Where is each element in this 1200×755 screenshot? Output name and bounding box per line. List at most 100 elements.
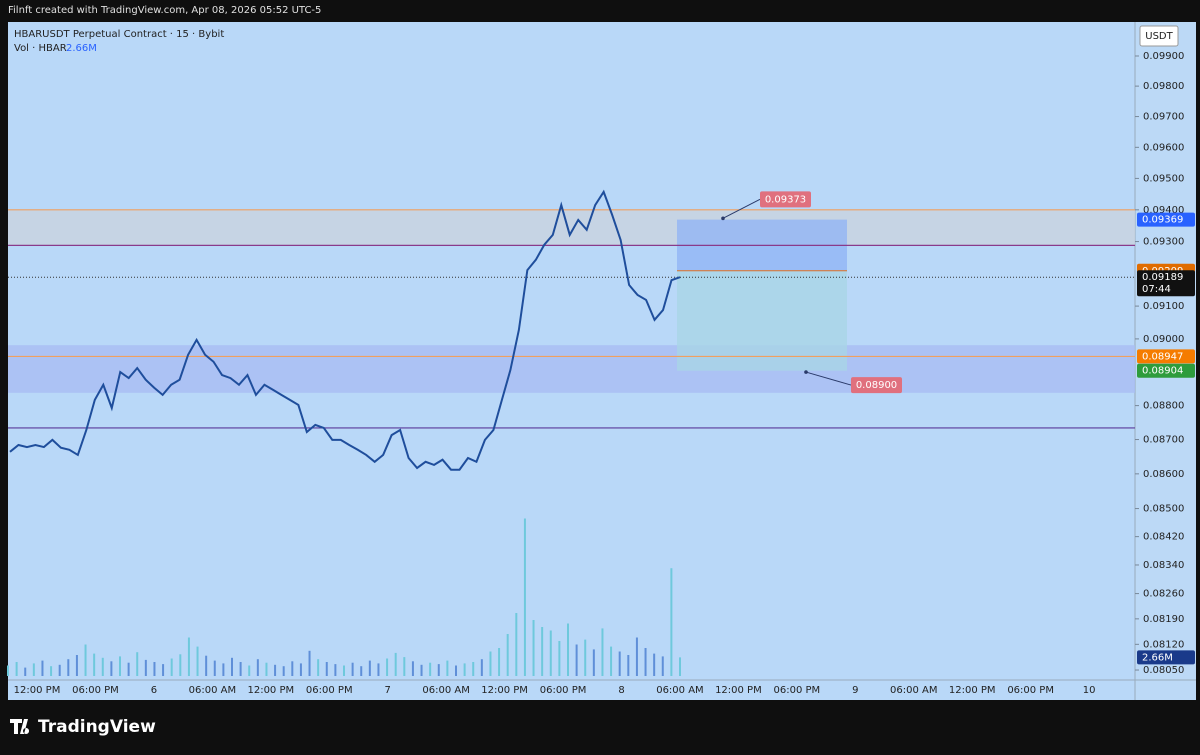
credit: Filnft created with TradingView.com, Apr… xyxy=(8,5,321,16)
volume-bar xyxy=(635,637,638,676)
volume-bar xyxy=(334,664,337,676)
y-tick-label: 0.09900 xyxy=(1143,51,1184,62)
price-tag-label: 0.09189 xyxy=(1142,272,1183,283)
volume-bar xyxy=(41,660,44,676)
volume-bar xyxy=(506,634,509,676)
price-tag xyxy=(1137,270,1195,297)
volume-bar xyxy=(420,664,423,676)
volume-bar xyxy=(256,659,259,676)
volume-bar xyxy=(325,662,328,676)
callout-box xyxy=(760,191,811,208)
y-tick-label: 0.09000 xyxy=(1143,334,1184,345)
volume-bar xyxy=(386,658,389,676)
y-tick-label: 0.09700 xyxy=(1143,112,1184,123)
x-tick-label: 12:00 PM xyxy=(949,685,996,696)
volume-bar xyxy=(351,662,354,676)
callout-label: 0.09373 xyxy=(765,194,806,205)
volume-bar xyxy=(93,653,96,676)
y-tick-label: 0.09100 xyxy=(1143,301,1184,312)
volume-bar xyxy=(136,652,139,676)
zone xyxy=(8,209,1135,246)
y-tick-label: 0.08800 xyxy=(1143,401,1184,412)
volume-bar xyxy=(153,662,156,676)
x-tick-label: 06:00 AM xyxy=(656,685,703,696)
volume-bar xyxy=(515,613,518,676)
x-tick-label: 12:00 PM xyxy=(481,685,528,696)
volume-bar xyxy=(644,648,647,676)
volume-bar xyxy=(377,663,380,676)
callout-label: 0.08900 xyxy=(856,380,897,391)
volume-bar xyxy=(575,644,578,676)
y-tick-label: 0.09400 xyxy=(1143,205,1184,216)
zone xyxy=(8,345,1135,393)
volume-bar xyxy=(567,623,569,676)
volume-bar xyxy=(119,656,121,676)
volume-bar xyxy=(558,641,561,676)
symbol-title: HBARUSDT Perpetual Contract · 15 · Bybit xyxy=(14,29,224,40)
currency: USDT xyxy=(1145,31,1173,42)
y-tick-label: 0.08190 xyxy=(1143,614,1184,625)
volume-bar xyxy=(101,657,104,676)
volume-bar xyxy=(144,659,147,676)
volume-bar xyxy=(463,663,466,676)
volume-value: 2.66M xyxy=(66,43,97,54)
y-tick-label: 0.09600 xyxy=(1143,142,1184,153)
y-tick-label: 0.08120 xyxy=(1143,639,1184,650)
volume-bar xyxy=(584,639,587,676)
price-line xyxy=(9,189,681,471)
volume-bar xyxy=(7,665,9,676)
volume-bar xyxy=(368,660,371,676)
volume-tag-label: 2.66M xyxy=(1142,652,1173,663)
volume-bar xyxy=(187,637,190,676)
brand-logo xyxy=(10,719,30,734)
volume-bar xyxy=(15,662,18,676)
volume-bar xyxy=(437,664,440,676)
x-tick-label: 8 xyxy=(618,685,624,696)
volume-bar xyxy=(24,667,27,676)
volume-bar xyxy=(360,666,363,676)
x-tick-label: 06:00 PM xyxy=(306,685,353,696)
top-bar xyxy=(0,0,1200,20)
callout-line xyxy=(722,198,761,219)
target-zone xyxy=(677,270,847,371)
volume-bar xyxy=(170,658,173,676)
volume-bar xyxy=(75,655,78,676)
volume-bar xyxy=(429,662,432,676)
volume-bar xyxy=(213,660,216,676)
volume-bar xyxy=(394,652,397,676)
volume-bar xyxy=(127,662,130,676)
volume-bar xyxy=(661,656,664,676)
x-tick-label: 06:00 PM xyxy=(774,685,821,696)
volume-title: Vol · HBAR xyxy=(14,43,67,54)
x-tick-label: 06:00 PM xyxy=(72,685,119,696)
volume-bar xyxy=(231,657,233,676)
x-tick-label: 9 xyxy=(852,685,858,696)
volume-bar xyxy=(248,665,251,676)
callout-point xyxy=(721,216,725,221)
volume-bar xyxy=(67,659,70,676)
volume-bar xyxy=(532,620,535,676)
callout-point xyxy=(804,370,808,374)
volume-bar xyxy=(411,661,414,676)
volume-bar xyxy=(523,518,526,676)
volume-tag xyxy=(1137,650,1195,665)
price-tag xyxy=(1137,349,1195,364)
volume-bar xyxy=(498,648,501,676)
volume-bar xyxy=(239,662,242,676)
volume-bar xyxy=(472,662,475,676)
y-tick-label: 0.08260 xyxy=(1143,589,1184,600)
volume-bar xyxy=(610,646,613,676)
volume-bar xyxy=(58,664,61,676)
volume-bar xyxy=(222,663,225,676)
countdown: 07:44 xyxy=(1142,284,1171,295)
x-tick-label: 06:00 PM xyxy=(540,685,587,696)
volume-bar xyxy=(480,659,483,676)
x-tick-label: 7 xyxy=(385,685,391,696)
y-tick-label: 0.09300 xyxy=(1143,237,1184,248)
volume-bar xyxy=(403,657,406,676)
y-tick-label: 0.08050 xyxy=(1143,665,1184,676)
price-tag xyxy=(1137,212,1195,227)
x-tick-label: 06:00 AM xyxy=(890,685,937,696)
volume-bar xyxy=(455,665,457,676)
